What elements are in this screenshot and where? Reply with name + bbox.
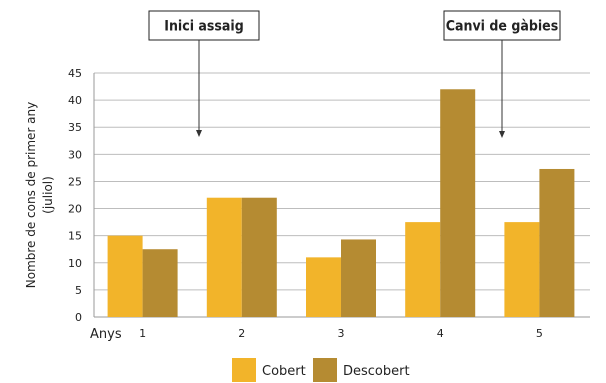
y-tick-label: 5 xyxy=(75,284,82,297)
bar-descobert-3 xyxy=(341,239,376,317)
annotation-inici-assaig: Inici assaig xyxy=(148,10,260,137)
annotation-arrowhead xyxy=(196,130,202,137)
x-tick-labels: 1 2 3 4 5 xyxy=(139,327,543,340)
y-tick-label: 25 xyxy=(68,175,82,188)
y-axis-label-line: (juliol) xyxy=(41,176,55,214)
legend-label-cobert: Cobert xyxy=(262,364,306,379)
y-tick-labels: 0 5 10 15 20 25 30 35 40 45 xyxy=(68,67,82,324)
bar-cobert-1 xyxy=(107,235,143,317)
bar-cobert-4 xyxy=(405,222,441,317)
x-tick-label: 4 xyxy=(437,327,444,340)
legend: Cobert Descobert xyxy=(232,358,410,382)
annotation-canvi-de-gabies: Canvi de gàbies xyxy=(443,10,561,138)
annotation-box xyxy=(148,10,260,41)
y-tick-label: 40 xyxy=(68,94,82,107)
y-axis-label: Nombre de cons de primer any (juliol) xyxy=(24,102,55,289)
bar-cobert-5 xyxy=(504,222,540,317)
annotation-arrowhead xyxy=(499,131,505,138)
bar-descobert-2 xyxy=(241,197,277,317)
annotation-label: Inici assaig xyxy=(164,19,243,35)
y-tick-label: 10 xyxy=(68,257,82,270)
x-axis-prefix: Anys xyxy=(90,327,122,342)
y-tick-label: 30 xyxy=(68,148,82,161)
y-tick-label: 20 xyxy=(68,203,82,216)
y-tick-label: 45 xyxy=(68,67,82,80)
bar-descobert-4 xyxy=(440,89,476,318)
bar-descobert-5 xyxy=(539,168,575,317)
y-axis-label-line: Nombre de cons de primer any xyxy=(24,102,38,289)
legend-swatch-cobert xyxy=(232,358,256,382)
annotation-label: Canvi de gàbies xyxy=(446,19,558,35)
bar-cobert-3 xyxy=(306,257,341,317)
legend-swatch-descobert xyxy=(313,358,337,382)
legend-label-descobert: Descobert xyxy=(343,364,410,379)
x-tick-label: 5 xyxy=(536,327,543,340)
y-tick-label: 0 xyxy=(75,311,82,324)
x-tick-label: 1 xyxy=(139,327,146,340)
x-tick-label: 2 xyxy=(238,327,245,340)
y-tick-label: 35 xyxy=(68,121,82,134)
bar-cobert-2 xyxy=(206,197,242,317)
bars xyxy=(107,89,575,318)
bar-descobert-1 xyxy=(142,249,178,317)
annotation-box xyxy=(443,10,561,41)
x-tick-label: 3 xyxy=(338,327,345,340)
y-tick-label: 15 xyxy=(68,230,82,243)
